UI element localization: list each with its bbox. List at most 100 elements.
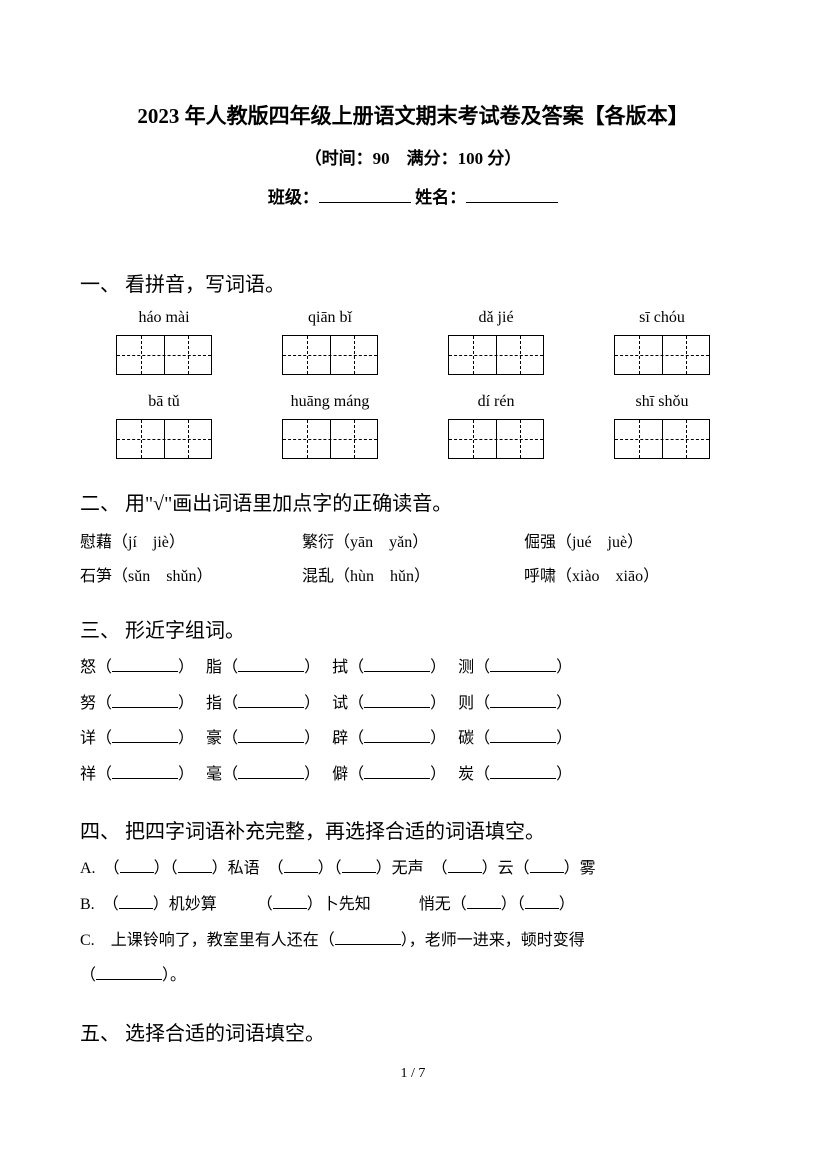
- blank[interactable]: [238, 671, 304, 672]
- q2-grid: 慰藉（jí jiè） 繁衍（yān yǎn） 倔强（jué juè） 石笋（sǔ…: [80, 528, 746, 586]
- q3-char: 努: [80, 695, 96, 712]
- char-write-box[interactable]: [282, 419, 378, 459]
- blank[interactable]: [335, 944, 401, 945]
- char-write-box[interactable]: [282, 335, 378, 375]
- q3-row: 怒（） 脂（） 拭（） 测（）: [80, 655, 746, 681]
- q3-row: 详（） 豪（） 辟（） 碳（）: [80, 726, 746, 752]
- pinyin-text: háo mài: [138, 309, 189, 327]
- q4-prefix: A.: [80, 860, 112, 877]
- q4-text: ）雾: [564, 860, 596, 877]
- blank[interactable]: [238, 707, 304, 708]
- q3-char: 测: [458, 659, 474, 676]
- blank[interactable]: [364, 778, 430, 779]
- document-title: 2023 年人教版四年级上册语文期末考试卷及答案【各版本】: [80, 100, 746, 130]
- q3-char: 指: [206, 695, 222, 712]
- q4-heading: 四、 把四字词语补充完整，再选择合适的词语填空。: [80, 815, 746, 844]
- q3-char: 豪: [206, 730, 222, 747]
- q3-char: 炭: [458, 766, 474, 783]
- blank[interactable]: [364, 742, 430, 743]
- blank[interactable]: [112, 671, 178, 672]
- q4-text: ）机妙算 （: [153, 896, 273, 913]
- char-write-box[interactable]: [116, 335, 212, 375]
- q3-char: 辟: [332, 730, 348, 747]
- q4-text: （: [111, 896, 119, 913]
- blank[interactable]: [119, 908, 153, 909]
- page-container: 2023 年人教版四年级上册语文期末考试卷及答案【各版本】 （时间：90 满分：…: [0, 0, 826, 1122]
- q2-item: 呼啸（xiào xiāo）: [524, 562, 746, 586]
- q3-char: 毫: [206, 766, 222, 783]
- q3-char: 则: [458, 695, 474, 712]
- pinyin-text: dǎ jié: [478, 309, 513, 327]
- q3-char: 怒: [80, 659, 96, 676]
- student-info-line: 班级： 姓名：: [80, 183, 746, 208]
- q3-row: 祥（） 毫（） 僻（） 炭（）: [80, 762, 746, 788]
- class-blank[interactable]: [319, 185, 411, 203]
- pinyin-text: huāng máng: [291, 393, 370, 411]
- blank[interactable]: [490, 707, 556, 708]
- blank[interactable]: [490, 778, 556, 779]
- pinyin-item: háo mài: [94, 309, 234, 375]
- pinyin-item: bā tǔ: [94, 393, 234, 459]
- q3-char: 祥: [80, 766, 96, 783]
- q3-char: 详: [80, 730, 96, 747]
- q1-heading: 一、 看拼音，写词语。: [80, 268, 746, 297]
- q3-char: 拭: [332, 659, 348, 676]
- q3-heading: 三、 形近字组词。: [80, 614, 746, 643]
- pinyin-item: dǎ jié: [426, 309, 566, 375]
- q2-item: 石笋（sǔn shǔn）: [80, 562, 302, 586]
- pinyin-text: qiān bǐ: [308, 309, 352, 327]
- pinyin-item: dí rén: [426, 393, 566, 459]
- blank[interactable]: [490, 671, 556, 672]
- pinyin-text: dí rén: [478, 393, 515, 411]
- blank[interactable]: [112, 778, 178, 779]
- blank[interactable]: [364, 707, 430, 708]
- q4-line-c2: （ ）。: [80, 963, 746, 989]
- q4-text: （: [112, 860, 120, 877]
- q1-row1: háo mài qiān bǐ dǎ jié sī chóu: [80, 309, 746, 375]
- blank[interactable]: [238, 742, 304, 743]
- q4-text: ）卜先知 悄无（: [307, 896, 467, 913]
- char-write-box[interactable]: [614, 419, 710, 459]
- q4-line-c: C. 上课铃响了，教室里有人还在（），老师一进来，顿时变得: [80, 928, 746, 954]
- pinyin-item: shī shǒu: [592, 393, 732, 459]
- char-write-box[interactable]: [614, 335, 710, 375]
- blank[interactable]: [96, 979, 162, 980]
- blank[interactable]: [364, 671, 430, 672]
- char-write-box[interactable]: [448, 419, 544, 459]
- blank[interactable]: [120, 872, 154, 873]
- blank[interactable]: [530, 872, 564, 873]
- q4-text: ）（: [154, 860, 178, 877]
- q3-char: 僻: [332, 766, 348, 783]
- blank[interactable]: [448, 872, 482, 873]
- q3-row: 努（） 指（） 试（） 则（）: [80, 691, 746, 717]
- pinyin-text: sī chóu: [639, 309, 685, 327]
- q4-text: ）: [559, 896, 575, 913]
- char-write-box[interactable]: [116, 419, 212, 459]
- pinyin-item: qiān bǐ: [260, 309, 400, 375]
- blank[interactable]: [525, 908, 559, 909]
- page-footer: 1 / 7: [80, 1066, 746, 1082]
- blank[interactable]: [490, 742, 556, 743]
- q4-text: ）。: [162, 967, 186, 984]
- q3-body: 怒（） 脂（） 拭（） 测（） 努（） 指（） 试（） 则（） 详（） 豪（） …: [80, 655, 746, 787]
- q4-text: ），老师一进来，顿时变得: [401, 932, 585, 949]
- blank[interactable]: [178, 872, 212, 873]
- q4-text: 上课铃响了，教室里有人还在（: [111, 932, 335, 949]
- char-write-box[interactable]: [448, 335, 544, 375]
- blank[interactable]: [284, 872, 318, 873]
- blank[interactable]: [238, 778, 304, 779]
- blank[interactable]: [273, 908, 307, 909]
- document-subtitle: （时间：90 满分：100 分）: [80, 144, 746, 169]
- q4-text: ）云（: [482, 860, 530, 877]
- q4-text: ）（: [318, 860, 342, 877]
- q2-item: 倔强（jué juè）: [524, 528, 746, 552]
- blank[interactable]: [342, 872, 376, 873]
- q4-text: ）无声 （: [376, 860, 448, 877]
- q4-text: （: [80, 967, 96, 984]
- blank[interactable]: [112, 707, 178, 708]
- q4-line-a: A. （）（）私语 （）（）无声 （）云（）雾: [80, 856, 746, 882]
- name-blank[interactable]: [466, 185, 558, 203]
- blank[interactable]: [467, 908, 501, 909]
- blank[interactable]: [112, 742, 178, 743]
- pinyin-item: huāng máng: [260, 393, 400, 459]
